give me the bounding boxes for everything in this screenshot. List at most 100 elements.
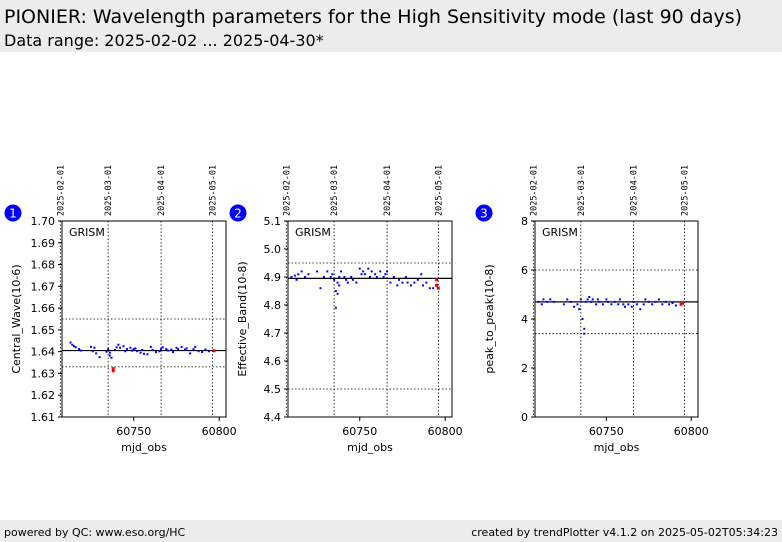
data-range: Data range: 2025-02-02 ... 2025-04-30* bbox=[4, 31, 324, 50]
y-tick-label: 1.66 bbox=[31, 302, 56, 315]
data-point bbox=[300, 270, 303, 273]
latest-data-point bbox=[435, 278, 439, 282]
date-tick-label: 2025-04-01 bbox=[157, 165, 167, 216]
plot-label: GRISM bbox=[542, 226, 578, 239]
y-tick-label: 1.63 bbox=[31, 367, 56, 380]
page-header: PIONIER: Wavelength parameters for the H… bbox=[0, 0, 782, 52]
data-point bbox=[90, 345, 93, 348]
data-point bbox=[579, 298, 582, 301]
data-point bbox=[668, 303, 671, 306]
data-point bbox=[334, 290, 337, 292]
data-point bbox=[627, 303, 630, 306]
y-tick-label: 1.62 bbox=[31, 389, 56, 402]
data-point bbox=[595, 303, 598, 306]
data-point bbox=[384, 273, 387, 276]
data-point bbox=[396, 284, 399, 287]
data-point bbox=[334, 306, 337, 309]
data-point bbox=[367, 267, 370, 270]
data-point bbox=[119, 346, 122, 349]
page-title: PIONIER: Wavelength parameters for the H… bbox=[4, 6, 743, 28]
data-point bbox=[322, 276, 325, 278]
data-point bbox=[425, 281, 428, 284]
data-point bbox=[618, 298, 621, 301]
data-point bbox=[398, 278, 401, 281]
data-point bbox=[355, 281, 358, 284]
latest-data-point bbox=[681, 301, 685, 305]
y-tick-label: 4 bbox=[521, 313, 528, 326]
data-point bbox=[180, 345, 183, 348]
data-point bbox=[338, 284, 341, 287]
latest-data-point bbox=[111, 369, 115, 373]
y-tick-label: 4.6 bbox=[264, 355, 282, 368]
data-point bbox=[581, 318, 584, 320]
data-point bbox=[549, 298, 552, 301]
data-point bbox=[588, 295, 591, 298]
data-point bbox=[108, 351, 111, 354]
y-tick-label: 1.61 bbox=[31, 411, 56, 424]
data-point bbox=[584, 300, 587, 303]
data-point bbox=[71, 343, 74, 346]
data-point bbox=[416, 278, 419, 281]
data-point bbox=[410, 284, 412, 287]
data-point bbox=[319, 287, 322, 290]
data-point bbox=[413, 281, 416, 284]
data-point bbox=[146, 353, 149, 356]
data-point bbox=[122, 345, 125, 348]
data-point bbox=[369, 276, 371, 278]
data-point bbox=[392, 276, 395, 278]
data-point bbox=[336, 281, 339, 284]
y-tick-label: 4.5 bbox=[264, 383, 282, 396]
data-point bbox=[358, 267, 361, 270]
data-point bbox=[160, 348, 163, 351]
chart-panel-2: 2 2025-02-01 2025-03-01 2025-04-01 2025-05-0… bbox=[229, 165, 463, 454]
y-tick-label: 1.67 bbox=[31, 280, 56, 293]
data-point bbox=[113, 348, 116, 351]
data-point bbox=[151, 348, 154, 351]
data-point bbox=[540, 303, 543, 306]
chart-number-label: 3 bbox=[480, 207, 488, 221]
data-point bbox=[343, 276, 346, 278]
data-point bbox=[161, 346, 164, 349]
data-point bbox=[586, 298, 589, 301]
data-point bbox=[290, 276, 293, 278]
chart-number-badge bbox=[4, 204, 22, 222]
y-axis-label: Central_Wave(10-6) bbox=[10, 264, 23, 373]
data-point bbox=[635, 303, 638, 306]
data-point bbox=[573, 305, 576, 308]
data-point bbox=[566, 298, 569, 301]
data-point bbox=[184, 348, 186, 351]
x-axis-label: mjd_obs bbox=[121, 441, 167, 454]
data-point bbox=[360, 273, 363, 276]
y-tick-label: 5.0 bbox=[264, 243, 282, 256]
date-tick-label: 2025-04-01 bbox=[383, 165, 393, 216]
data-point bbox=[601, 303, 604, 306]
y-tick-label: 4.4 bbox=[264, 411, 282, 424]
plot-frame bbox=[287, 220, 453, 418]
data-point bbox=[201, 351, 204, 354]
data-point bbox=[421, 284, 424, 287]
y-axis-label: Effective_Band(10-8) bbox=[236, 261, 249, 376]
data-point bbox=[363, 273, 366, 276]
data-point bbox=[207, 350, 210, 353]
data-point bbox=[542, 298, 545, 301]
data-point bbox=[185, 347, 188, 350]
data-point bbox=[605, 298, 608, 301]
data-point bbox=[623, 305, 626, 308]
date-tick-label: 2025-03-01 bbox=[330, 165, 340, 216]
data-point bbox=[428, 287, 431, 290]
data-point bbox=[297, 273, 300, 276]
data-point bbox=[95, 352, 98, 355]
data-point bbox=[590, 300, 593, 303]
data-point bbox=[338, 276, 341, 278]
data-point bbox=[326, 270, 329, 273]
date-tick-label: 2025-03-01 bbox=[104, 165, 114, 216]
date-tick-label: 2025-02-01 bbox=[56, 165, 66, 216]
data-point bbox=[661, 303, 664, 306]
data-point bbox=[165, 348, 168, 351]
data-point bbox=[382, 276, 385, 278]
data-point bbox=[591, 298, 594, 301]
x-axis-label: mjd_obs bbox=[347, 441, 393, 454]
data-point bbox=[329, 276, 332, 278]
data-point bbox=[420, 273, 423, 276]
y-tick-label: 4.8 bbox=[264, 299, 282, 312]
